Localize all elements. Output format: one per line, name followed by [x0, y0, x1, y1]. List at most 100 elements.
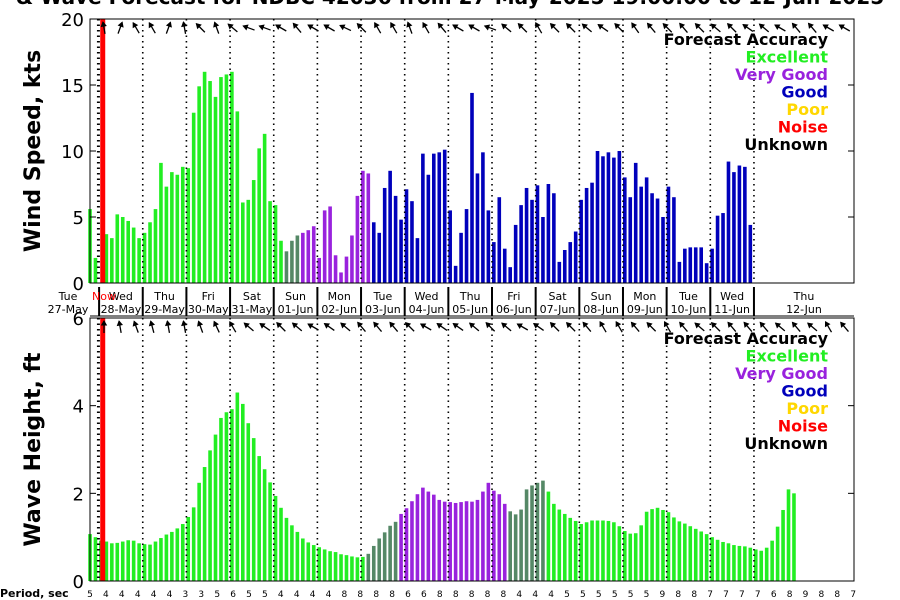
bar: [748, 547, 753, 581]
bar: [639, 525, 643, 581]
bar: [710, 537, 714, 581]
bar: [415, 494, 420, 581]
direction-arrow-head: [743, 321, 750, 328]
direction-arrow: [132, 21, 140, 34]
bar: [115, 214, 120, 283]
bar: [792, 493, 796, 581]
direction-arrow-head: [259, 322, 266, 329]
bar: [786, 489, 791, 581]
bar: [241, 403, 245, 581]
direction-arrow: [307, 323, 319, 331]
bar: [595, 151, 600, 283]
bar: [219, 417, 223, 581]
direction-arrow-head: [581, 23, 588, 30]
date-label: 09-Jun: [627, 303, 663, 316]
date-label: 03-Jun: [365, 303, 401, 316]
bar: [606, 520, 611, 581]
bar: [126, 540, 130, 581]
bar: [388, 170, 392, 283]
direction-arrow-head: [807, 322, 814, 329]
direction-arrow: [614, 23, 624, 33]
direction-arrow-head: [436, 322, 443, 329]
bar: [513, 514, 518, 581]
direction-arrow: [631, 22, 640, 34]
direction-arrow: [291, 322, 303, 332]
day-label: Wed: [720, 290, 744, 303]
legend-entry: Excellent: [746, 48, 829, 67]
bar: [279, 507, 283, 581]
bar: [770, 540, 774, 581]
bar: [137, 543, 141, 581]
date-label: 06-Jun: [496, 303, 532, 316]
period-value: 8: [485, 590, 491, 600]
bar: [666, 512, 671, 581]
bar: [366, 553, 371, 581]
bar: [350, 235, 354, 283]
bar: [388, 525, 392, 581]
bar: [699, 247, 703, 283]
bar: [426, 491, 431, 581]
bar: [541, 480, 545, 581]
direction-arrow: [389, 321, 399, 333]
y-tick-label: 20: [61, 10, 84, 31]
period-value: 4: [516, 590, 522, 600]
bar: [693, 528, 698, 581]
direction-arrow-head: [807, 22, 814, 29]
direction-arrow: [164, 320, 172, 334]
bar: [191, 507, 196, 581]
direction-arrow: [774, 24, 786, 32]
direction-arrow-head: [307, 24, 314, 31]
period-value: 4: [326, 590, 332, 600]
direction-arrow-head: [646, 22, 653, 29]
direction-arrow-head: [631, 22, 638, 29]
bar: [683, 523, 687, 581]
date-label: 11-Jun: [714, 303, 750, 316]
direction-arrow-head: [646, 322, 653, 329]
legend-entry: Very Good: [735, 364, 828, 383]
bar: [513, 224, 518, 283]
direction-arrow-head: [838, 24, 845, 31]
bar: [257, 148, 261, 283]
period-value: 5: [262, 590, 268, 600]
bar: [612, 157, 616, 283]
direction-arrow: [339, 24, 352, 32]
period-value: 8: [501, 590, 507, 600]
direction-arrow-head: [406, 21, 413, 28]
bar: [279, 240, 283, 283]
bar: [442, 149, 447, 283]
day-label: Fri: [507, 290, 520, 303]
direction-arrow: [727, 321, 737, 333]
day-label: Thu: [459, 290, 481, 303]
direction-arrow: [323, 24, 335, 32]
direction-arrow-head: [148, 21, 155, 29]
period-value: 8: [469, 590, 475, 600]
direction-arrow-head: [276, 322, 283, 329]
direction-arrow-head: [549, 322, 557, 329]
period-value: 8: [389, 590, 395, 600]
bar: [404, 508, 409, 581]
bar: [541, 217, 545, 283]
direction-arrow: [213, 21, 220, 34]
bar: [715, 215, 720, 283]
bar: [573, 231, 578, 283]
bar: [142, 232, 147, 283]
bar: [721, 541, 725, 581]
period-value: 4: [278, 590, 284, 600]
direction-arrow-head: [758, 23, 766, 30]
direction-arrow-head: [100, 320, 108, 326]
bar: [492, 490, 496, 581]
direction-arrow: [374, 21, 382, 34]
period-value: 4: [548, 590, 554, 600]
bar: [453, 265, 458, 283]
direction-arrow-head: [662, 23, 669, 30]
direction-arrow-head: [663, 320, 670, 328]
bar: [104, 541, 109, 581]
direction-arrow-head: [549, 23, 557, 30]
y-tick-label: 0: [73, 274, 84, 295]
bar: [317, 257, 321, 283]
bar: [284, 517, 289, 581]
direction-arrow-head: [483, 24, 491, 31]
bar: [344, 555, 349, 581]
bar: [110, 543, 114, 581]
direction-arrow: [774, 322, 786, 332]
